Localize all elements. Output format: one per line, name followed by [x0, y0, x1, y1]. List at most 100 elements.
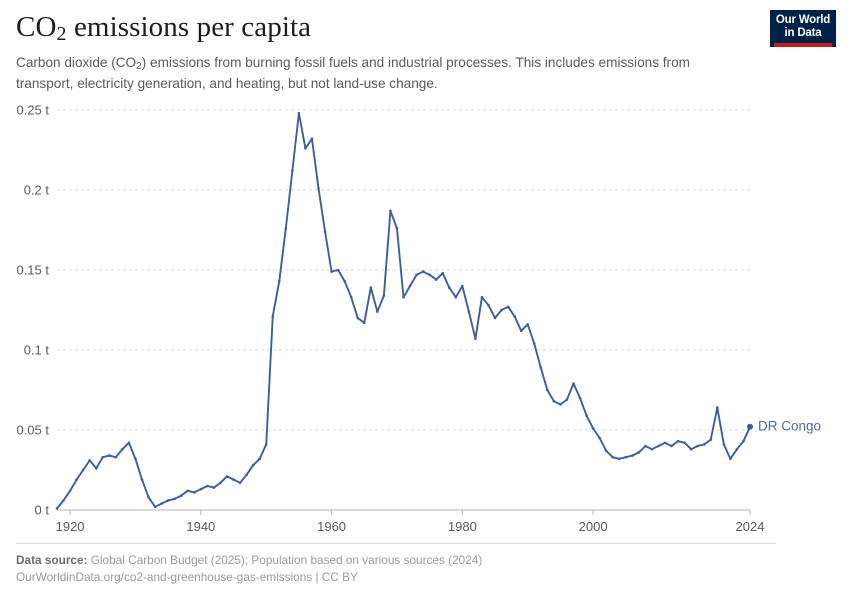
series-data-point[interactable]: [382, 294, 386, 297]
series-data-point[interactable]: [55, 507, 59, 510]
series-data-point[interactable]: [199, 487, 203, 491]
series-data-point[interactable]: [88, 459, 91, 462]
series-data-point[interactable]: [304, 147, 307, 150]
series-data-point[interactable]: [748, 425, 752, 429]
series-data-point[interactable]: [447, 286, 451, 289]
series-data-point[interactable]: [62, 499, 65, 502]
series-data-point[interactable]: [251, 463, 255, 467]
series-data-point[interactable]: [277, 279, 281, 283]
series-data-point[interactable]: [349, 295, 353, 299]
series-data-point[interactable]: [134, 457, 137, 461]
series-data-point[interactable]: [408, 284, 412, 288]
series-data-point[interactable]: [611, 455, 615, 459]
series-data-point[interactable]: [206, 484, 209, 488]
series-data-point[interactable]: [539, 366, 543, 369]
series-data-point[interactable]: [657, 444, 660, 448]
series-data-point[interactable]: [604, 449, 608, 453]
series-data-point[interactable]: [369, 286, 373, 289]
series-data-point[interactable]: [506, 305, 510, 309]
series-data-point[interactable]: [179, 494, 183, 497]
series-data-point[interactable]: [532, 342, 536, 345]
series-data-point[interactable]: [474, 337, 477, 341]
series-data-point[interactable]: [94, 467, 98, 470]
series-data-point[interactable]: [559, 403, 562, 406]
series-data-point[interactable]: [153, 505, 157, 509]
series-data-point[interactable]: [225, 475, 229, 478]
series-data-point[interactable]: [415, 273, 418, 277]
series-data-point[interactable]: [297, 111, 301, 115]
series-data-point[interactable]: [264, 443, 268, 446]
series-data-point[interactable]: [330, 270, 333, 273]
series-data-point[interactable]: [467, 310, 471, 313]
series-data-point[interactable]: [127, 441, 131, 445]
series-data-point[interactable]: [526, 323, 530, 326]
series-data-point[interactable]: [428, 273, 431, 277]
series-data-point[interactable]: [376, 310, 379, 313]
series-data-point[interactable]: [716, 406, 719, 409]
series-data-point[interactable]: [68, 489, 72, 493]
series-data-point[interactable]: [676, 439, 680, 443]
series-data-point[interactable]: [696, 444, 699, 448]
series-data-point[interactable]: [585, 414, 588, 417]
series-data-point[interactable]: [389, 209, 392, 213]
series-data-point[interactable]: [591, 427, 595, 430]
series-data-point[interactable]: [546, 388, 549, 392]
series-data-point[interactable]: [689, 447, 693, 451]
series-data-point[interactable]: [722, 443, 726, 446]
series-data-point[interactable]: [114, 455, 118, 459]
series-label-dr-congo[interactable]: DR Congo: [758, 418, 821, 433]
series-data-point[interactable]: [395, 227, 399, 230]
series-data-point[interactable]: [166, 499, 170, 502]
series-data-point[interactable]: [519, 329, 523, 333]
series-data-point[interactable]: [284, 227, 288, 230]
series-data-point[interactable]: [670, 444, 673, 448]
series-data-point[interactable]: [140, 478, 144, 481]
series-data-point[interactable]: [493, 316, 497, 320]
series-data-point[interactable]: [245, 473, 248, 477]
series-data-point[interactable]: [729, 457, 732, 461]
series-data-point[interactable]: [572, 382, 575, 385]
series-data-point[interactable]: [75, 478, 78, 481]
series-data-point[interactable]: [147, 495, 150, 499]
series-data-point[interactable]: [513, 315, 516, 318]
series-data-point[interactable]: [336, 268, 340, 272]
series-data-point[interactable]: [323, 230, 327, 233]
series-data-point[interactable]: [232, 478, 235, 481]
series-data-point[interactable]: [461, 284, 464, 288]
series-data-point[interactable]: [362, 321, 366, 325]
series-data-point[interactable]: [108, 454, 111, 457]
series-data-point[interactable]: [454, 295, 458, 299]
series-data-point[interactable]: [173, 497, 176, 501]
series-data-point[interactable]: [186, 489, 190, 493]
series-data-point[interactable]: [121, 447, 124, 451]
series-data-point[interactable]: [663, 441, 667, 445]
series-data-point[interactable]: [101, 455, 105, 459]
series-data-point[interactable]: [402, 295, 405, 299]
series-data-point[interactable]: [421, 270, 425, 273]
series-data-point[interactable]: [631, 454, 634, 457]
series-data-point[interactable]: [617, 457, 621, 461]
series-data-point[interactable]: [238, 481, 242, 485]
series-data-point[interactable]: [702, 443, 706, 446]
series-data-point[interactable]: [343, 279, 346, 283]
series-data-point[interactable]: [598, 436, 601, 440]
series-data-point[interactable]: [192, 491, 196, 494]
series-data-point[interactable]: [500, 308, 503, 312]
series-data-point[interactable]: [624, 455, 628, 459]
series-data-point[interactable]: [310, 137, 314, 141]
series-data-point[interactable]: [709, 438, 713, 441]
series-data-point[interactable]: [258, 457, 261, 461]
series-data-point[interactable]: [552, 399, 556, 403]
series-data-point[interactable]: [356, 316, 360, 320]
series-data-point[interactable]: [212, 486, 216, 489]
series-data-point[interactable]: [683, 441, 686, 445]
series-data-point[interactable]: [81, 468, 85, 472]
license-line[interactable]: OurWorldinData.org/co2-and-greenhouse-ga…: [16, 570, 358, 584]
series-data-point[interactable]: [650, 447, 654, 451]
series-data-point[interactable]: [742, 439, 745, 443]
series-data-point[interactable]: [317, 187, 320, 190]
series-data-point[interactable]: [565, 398, 569, 401]
series-data-point[interactable]: [441, 271, 445, 275]
series-data-point[interactable]: [637, 451, 641, 454]
series-data-point[interactable]: [219, 481, 222, 485]
